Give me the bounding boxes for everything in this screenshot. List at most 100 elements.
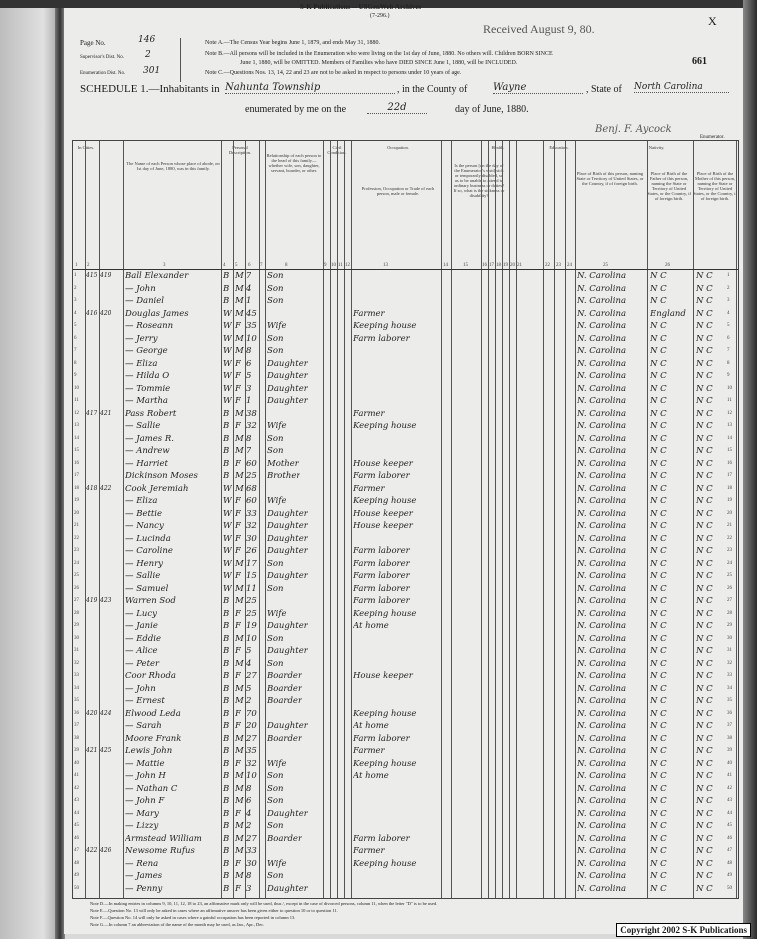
relationship-value: Daughter (267, 358, 308, 369)
birthplace-value: N. Carolina (577, 433, 627, 444)
column-number: 8 (285, 263, 288, 268)
birthplace-value: N. Carolina (577, 383, 627, 394)
age-value: 25 (246, 608, 257, 619)
color-value: B (223, 833, 230, 844)
mother-birthplace-value: N C (696, 458, 713, 469)
mother-birthplace-value: N C (696, 758, 713, 769)
person-name: — Henry (125, 558, 163, 569)
father-birthplace-value: N C (650, 283, 667, 294)
line-number-right: 27 (727, 598, 732, 603)
supervisor-dist: 2 (145, 50, 151, 60)
line-number-right: 33 (727, 673, 732, 678)
sex-value: F (235, 546, 241, 556)
sex-value: M (235, 558, 244, 569)
column-rule (481, 141, 482, 898)
person-name: — Ernest (125, 696, 165, 706)
relationship-value: Son (267, 633, 284, 644)
person-name: Moore Frank (125, 733, 182, 744)
column-rule (509, 141, 510, 898)
column-rule (221, 141, 222, 898)
age-value: 27 (246, 733, 257, 744)
birthplace-value: N. Carolina (577, 571, 627, 581)
line-number: 32 (74, 660, 79, 666)
book-binding (55, 0, 65, 939)
color-value: W (223, 321, 232, 331)
person-name: — Sallie (125, 571, 161, 581)
color-value: B (223, 646, 230, 656)
header-rule (73, 269, 738, 270)
sex-value: M (235, 658, 244, 669)
line-number: 9 (74, 373, 77, 378)
father-birthplace-value: N C (650, 646, 667, 656)
mother-birthplace-value: N C (696, 371, 713, 381)
relationship-value: Son (267, 796, 284, 806)
line-number-right: 6 (727, 335, 730, 341)
line-number-right: 47 (727, 848, 732, 853)
sex-value: F (235, 721, 241, 731)
birthplace-value: N. Carolina (577, 583, 627, 594)
occupation-value: Keeping house (353, 421, 417, 431)
sex-value: M (235, 833, 244, 844)
color-value: B (223, 471, 230, 481)
family-number: 421 (100, 409, 112, 417)
mother-birthplace-value: N C (696, 546, 713, 556)
family-number: 424 (100, 709, 112, 717)
line-number: 17 (74, 473, 79, 478)
column-rule (565, 141, 566, 898)
person-name: — James (125, 871, 163, 881)
line-number: 16 (74, 460, 79, 466)
state: North Carolina (634, 82, 729, 93)
line-number: 29 (74, 623, 79, 628)
age-value: 3 (246, 883, 252, 894)
person-name: Douglas James (125, 308, 189, 319)
dwelling-number: 422 (86, 847, 98, 854)
relationship-value: Daughter (267, 546, 308, 556)
color-value: B (223, 696, 230, 706)
line-number-right: 25 (727, 573, 732, 578)
mother-birthplace-value: N C (696, 833, 713, 844)
line-number-right: 38 (727, 735, 732, 741)
occupation-value: Farm laborer (353, 558, 410, 569)
father-birthplace-value: N C (650, 808, 667, 819)
mother-birthplace-value: N C (696, 558, 713, 569)
column-number: 25 (603, 263, 608, 268)
sex-value: F (235, 371, 241, 381)
mother-birthplace-value: N C (696, 308, 713, 319)
sex-value: M (235, 746, 244, 756)
color-value: W (223, 308, 232, 319)
color-value: W (223, 358, 232, 369)
line-number: 38 (74, 735, 79, 741)
birthplace-value: N. Carolina (577, 696, 627, 706)
sex-value: M (235, 471, 244, 481)
received-stamp: Received August 9, 80. (483, 22, 595, 36)
sex-value: F (235, 621, 241, 631)
enumeration-dist: 301 (143, 66, 161, 76)
header-health: Health. (491, 145, 505, 150)
column-rule (344, 141, 345, 898)
note-f: Note F.—Question No. 14 will only be ask… (90, 915, 296, 920)
mother-birthplace-value: N C (696, 421, 713, 431)
census-table: In Cities. The Name of each Person whose… (72, 140, 739, 899)
mother-birthplace-value: N C (696, 633, 713, 644)
birthplace-value: N. Carolina (577, 746, 627, 756)
sex-value: M (235, 783, 244, 794)
color-value: B (223, 446, 230, 456)
header-sickness: Is the person [on the day of the Enumera… (453, 163, 505, 198)
color-value: W (223, 346, 232, 356)
line-number-right: 49 (727, 873, 732, 878)
father-birthplace-value: N C (650, 446, 667, 456)
line-number: 46 (74, 835, 79, 841)
mother-birthplace-value: N C (696, 533, 713, 544)
relationship-value: Boarder (267, 733, 303, 744)
age-value: 6 (246, 358, 252, 369)
age-value: 15 (246, 571, 257, 581)
relationship-value: Son (267, 821, 284, 831)
occupation-value: Keeping house (353, 496, 417, 506)
color-value: B (223, 846, 230, 856)
line-number: 47 (74, 848, 79, 853)
age-value: 68 (246, 483, 257, 494)
color-value: B (223, 746, 230, 756)
relationship-value: Son (267, 271, 284, 281)
line-number-right: 28 (727, 610, 732, 616)
column-rule (736, 141, 737, 898)
